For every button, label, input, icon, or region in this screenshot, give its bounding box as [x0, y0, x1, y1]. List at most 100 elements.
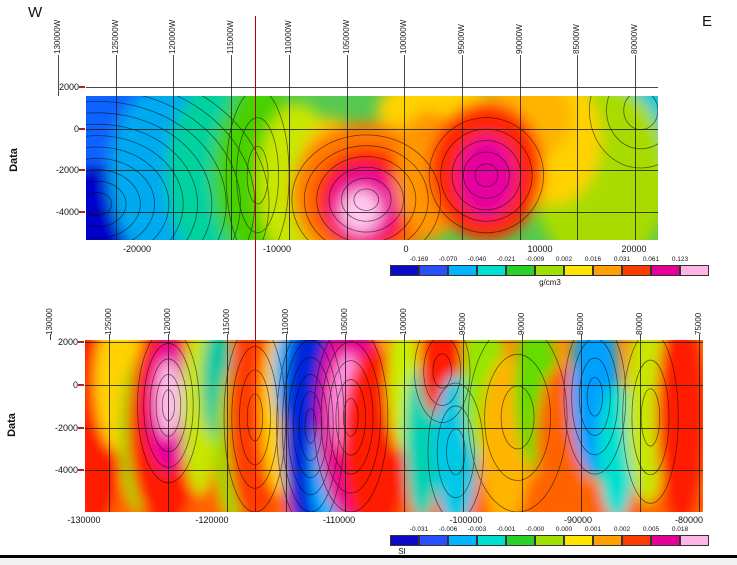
top-axis-tick-label: 85000W: [572, 24, 582, 54]
y-axis-tick-mark: [78, 383, 84, 386]
colorbar-segment: [390, 535, 419, 546]
density-heatmap-svg: [86, 96, 658, 240]
top-axis-tick-label: 100000W: [399, 19, 409, 54]
top-axis-tick-label: 120000W: [168, 19, 178, 54]
grid-line-vertical: [699, 340, 700, 512]
colorbar-tick-label: 0.018: [671, 526, 689, 533]
profile-marker-line: [254, 16, 256, 512]
colorbar-tick-label: -0.031: [409, 526, 429, 533]
grid-line-vertical: [404, 334, 405, 340]
grid-line-vertical: [577, 55, 579, 96]
colorbar-segment: [535, 535, 564, 546]
grid-line-horizontal: [86, 128, 658, 130]
contour-line: [141, 96, 241, 240]
top-axis-tick-label: 80000: [635, 312, 644, 335]
susceptibility-heatmap: [85, 340, 703, 512]
y-axis-tick-label: 2000: [57, 337, 78, 347]
grid-line-vertical: [227, 334, 228, 340]
colorbar-tick-label: -0.000: [525, 526, 545, 533]
colorbar-segment: [593, 535, 622, 546]
grid-line-vertical: [635, 55, 636, 96]
contour-line: [86, 180, 127, 228]
top-axis-tick-label: 130000W: [53, 19, 62, 54]
grid-line-vertical: [173, 96, 175, 240]
contour-line: [328, 166, 404, 233]
grid-line-vertical: [581, 340, 582, 512]
contour-line: [484, 353, 551, 481]
compass-east-label: E: [702, 13, 713, 30]
contour-line: [298, 391, 323, 461]
contour-line: [622, 340, 679, 504]
grid-line-vertical: [346, 96, 348, 240]
grid-line-vertical: [577, 96, 579, 240]
top-axis-tick-label: 125000W: [110, 19, 120, 54]
grid-line-horizontal: [85, 342, 703, 343]
contour-line: [303, 145, 429, 240]
contour-line: [342, 398, 359, 437]
colorbar-tick-label: 0.016: [584, 256, 602, 263]
colorbar-tick-label: 0.000: [555, 526, 573, 533]
colorbar-segment: [419, 265, 448, 276]
contour-line: [606, 96, 658, 150]
colorbar-segment: [680, 265, 709, 276]
density-heatmap: [86, 96, 658, 240]
contour-line: [500, 385, 535, 450]
contour-line: [623, 96, 658, 130]
colorbar-segment: [448, 265, 477, 276]
grid-line-horizontal: [85, 384, 703, 386]
top-axis-tick-label: 110000W: [283, 20, 293, 54]
contour-line: [341, 177, 392, 222]
top-axis-tick-label: 80000W: [630, 24, 639, 54]
grid-line-vertical: [463, 340, 464, 512]
x-axis-tick-label: 0: [403, 244, 409, 254]
grid-line-horizontal: [86, 211, 658, 213]
contour-line: [414, 340, 471, 423]
colorbar-tick-label: -0.009: [525, 256, 545, 263]
density-colorbar-unit: g/cm3: [539, 278, 561, 287]
grid-line-vertical: [231, 96, 233, 240]
grid-line-vertical: [231, 55, 233, 96]
y-axis-tick-mark: [79, 86, 85, 88]
x-axis-tick-label: -20000: [122, 244, 152, 254]
top-axis-tick-label: 110000: [281, 308, 290, 335]
y-axis-tick-mark: [78, 341, 84, 343]
grid-line-vertical: [345, 340, 346, 512]
grid-line-vertical: [168, 334, 169, 340]
grid-line-vertical: [115, 55, 117, 96]
contour-line: [86, 123, 198, 240]
contour-line: [201, 96, 270, 240]
grid-line-vertical: [346, 55, 348, 96]
colorbar-tick-label: 0.123: [671, 256, 689, 263]
contour-line: [287, 356, 334, 496]
top-axis-tick-label: 95000W: [456, 24, 466, 54]
colorbar-segment: [564, 535, 593, 546]
contour-line: [563, 340, 627, 475]
contour-line: [631, 359, 670, 476]
grid-line-vertical: [519, 55, 521, 96]
anomaly-blob: [656, 340, 703, 512]
colorbar-segment: [593, 265, 622, 276]
grid-line-vertical: [173, 55, 175, 96]
x-axis-tick-label: -120000: [195, 515, 229, 525]
anomaly-blob: [597, 383, 636, 512]
contour-line: [328, 360, 374, 475]
x-axis-tick-label: -100000: [449, 515, 483, 525]
susceptibility-y-axis-title: Data: [6, 413, 18, 437]
top-axis-tick-label: 125000: [104, 308, 113, 335]
top-axis-tick-label: 75000: [694, 312, 703, 335]
grid-line-vertical: [640, 340, 641, 512]
x-axis-tick-label: 20000: [621, 244, 647, 254]
grid-line-horizontal: [86, 170, 658, 171]
contour-line: [86, 158, 156, 240]
colorbar-segment: [506, 265, 535, 276]
grid-line-vertical: [109, 340, 110, 512]
contour-line: [427, 382, 485, 512]
anomaly-blob: [457, 136, 515, 217]
contour-line: [474, 163, 499, 188]
colorbar-tick-label: -0.021: [496, 256, 516, 263]
top-axis-tick-label: 95000: [458, 312, 467, 335]
colorbar-segment: [477, 265, 506, 276]
y-axis-tick-label: -2000: [55, 165, 79, 175]
colorbar-segment: [506, 535, 535, 546]
top-axis-tick-label: 90000W: [514, 24, 524, 54]
